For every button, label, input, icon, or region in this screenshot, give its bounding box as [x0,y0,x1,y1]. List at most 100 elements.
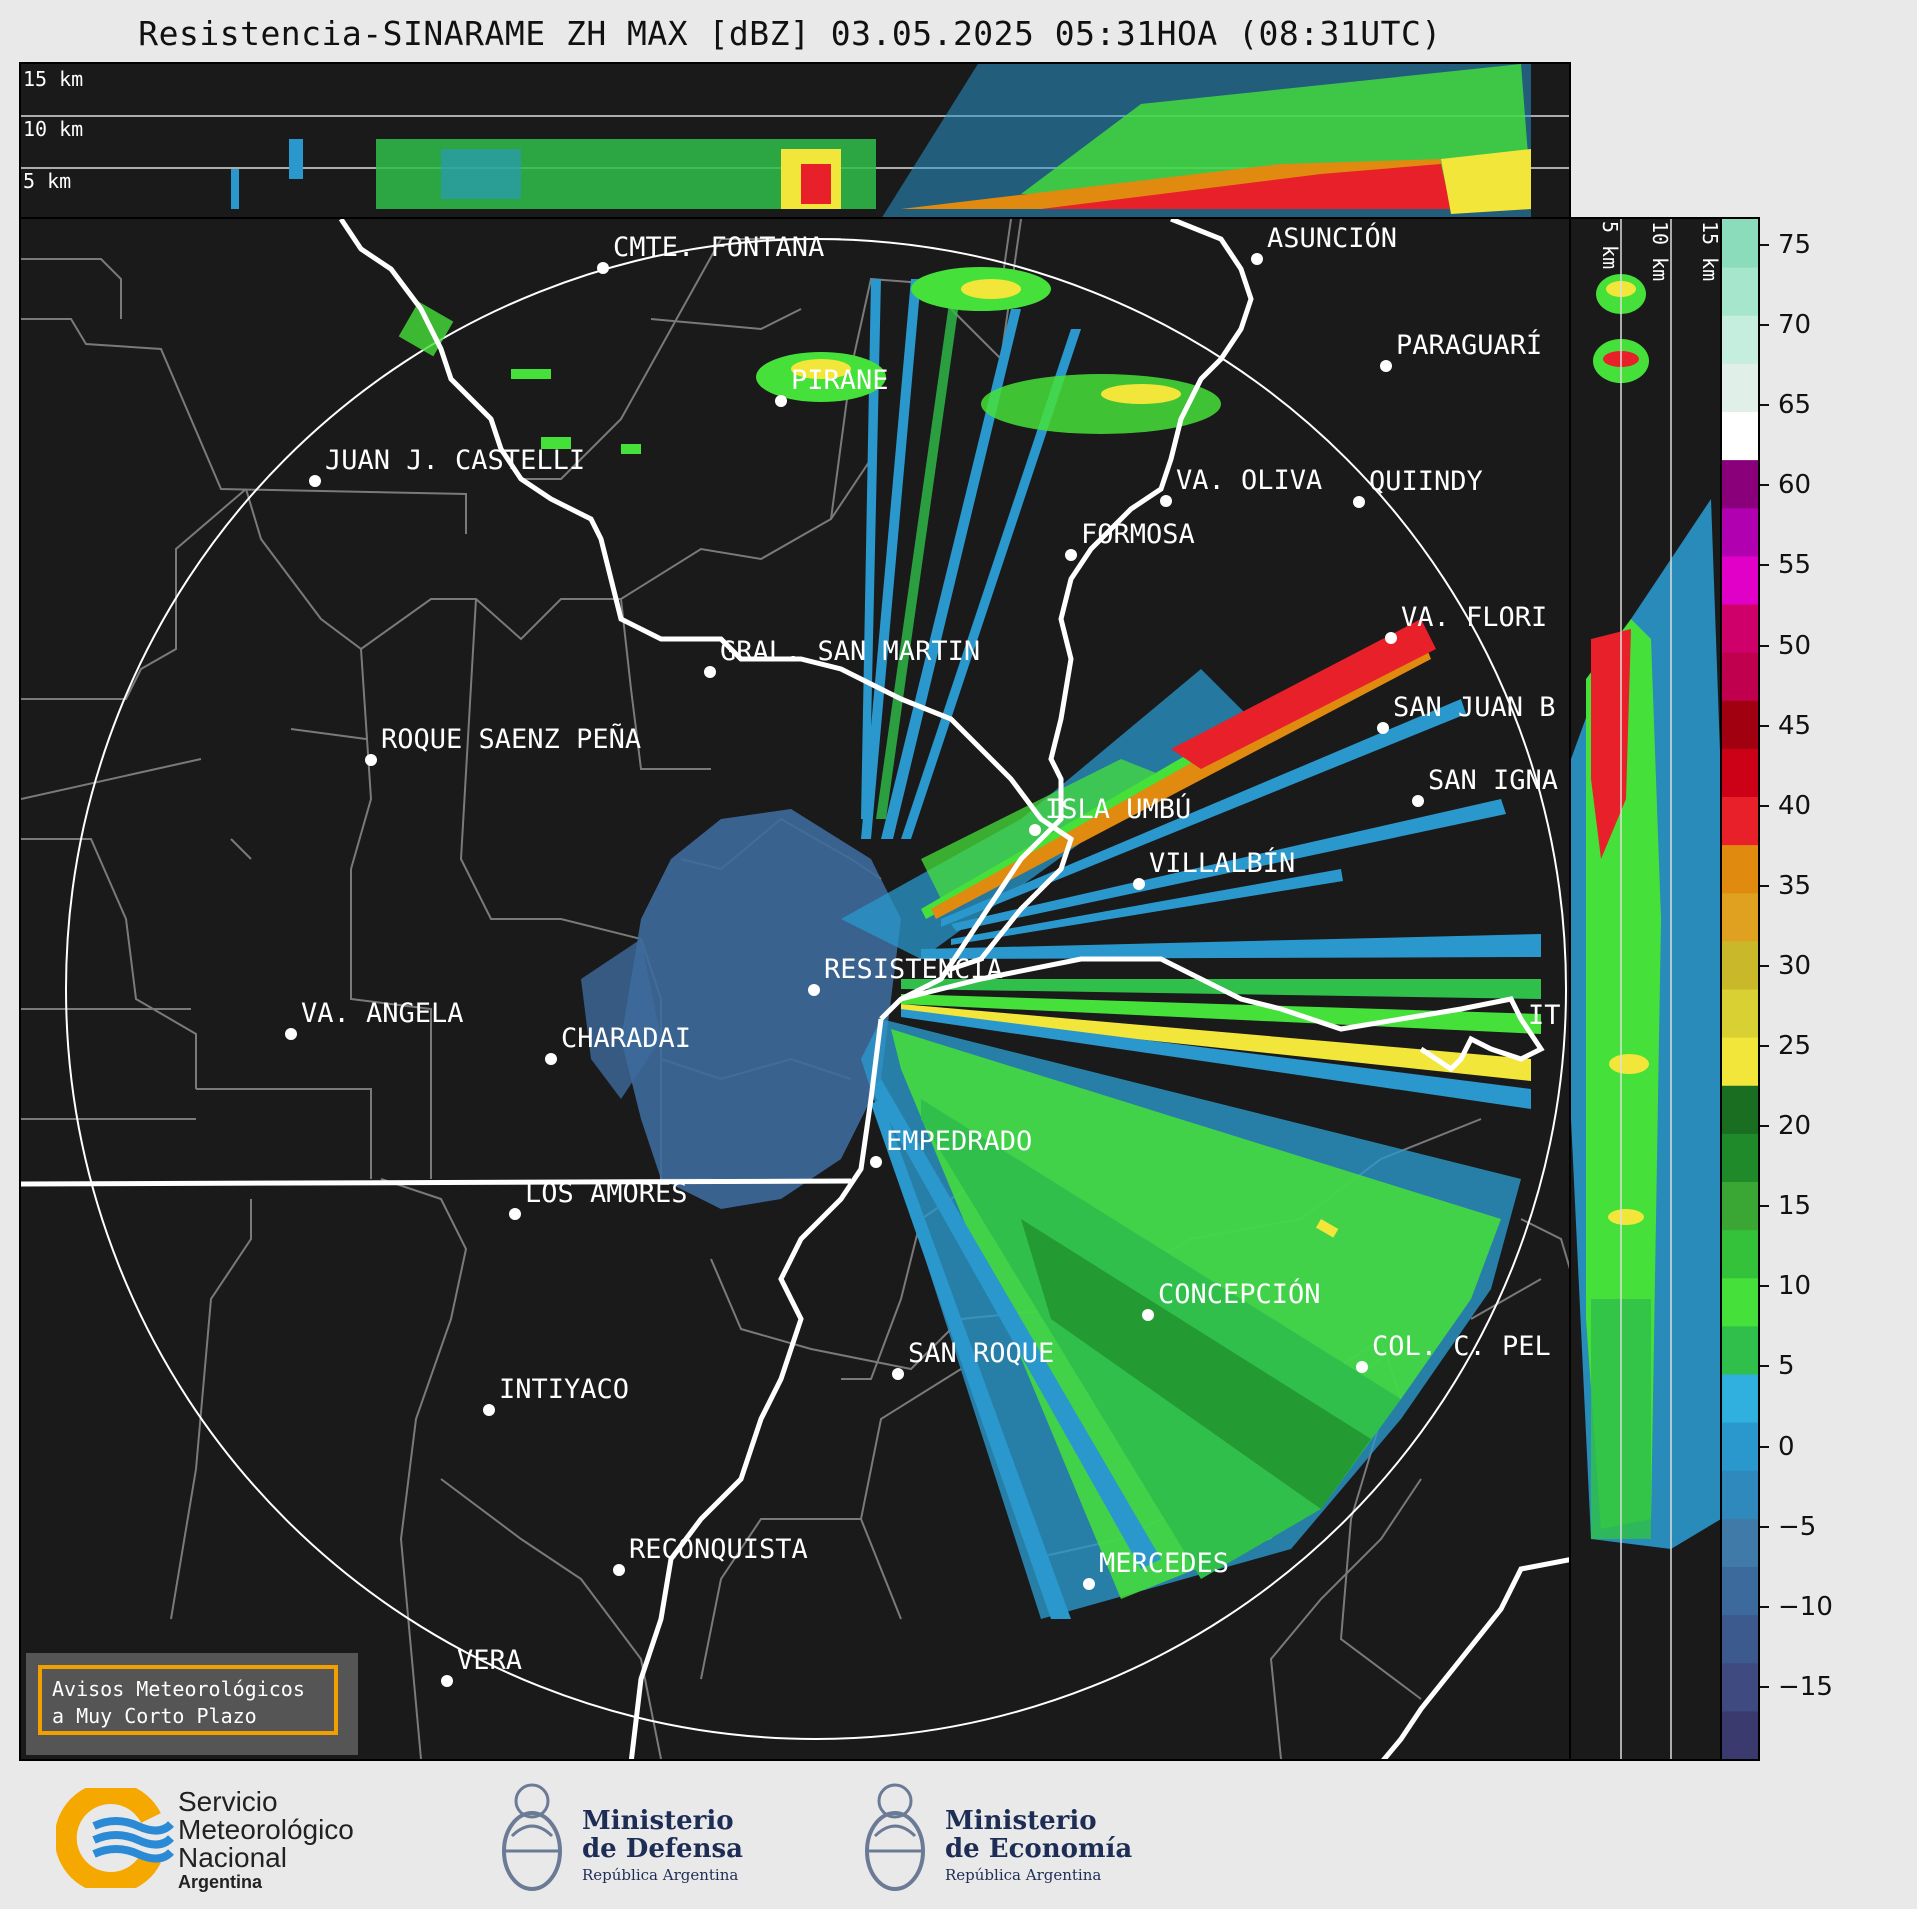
colorbar-tick-label: 30 [1778,950,1812,981]
defensa-line-1: Ministerio [582,1806,734,1836]
colorbar-tick-label: −5 [1778,1511,1817,1542]
colorbar-band [1722,363,1758,412]
city-san-roque: SAN ROQUE [908,1338,1054,1369]
colorbar-band [1722,507,1758,557]
colorbar-band [1722,1374,1758,1423]
colorbar-band [1722,1229,1758,1279]
colorbar-gradient [1722,219,1758,1759]
colorbar-band [1722,1422,1758,1471]
smn-line-2: Meteorológico [178,1814,354,1845]
city-isla-umbu: ISLA UMBÚ [1045,793,1191,825]
colorbar-band [1722,940,1758,990]
city-col-c-pel: COL. C. PEL [1372,1331,1551,1362]
city-cmte-fontana: CMTE. FONTANA [613,232,824,263]
smn-line-3: Nacional [178,1842,287,1873]
city-concepcion: CONCEPCIÓN [1158,1278,1321,1310]
colorbar-tick-label: 25 [1778,1031,1812,1061]
city-san-juan-b: SAN JUAN B [1393,692,1556,723]
rivers [21,219,1569,1759]
colorbar-band [1722,411,1758,461]
city-asuncion: ASUNCIÓN [1267,222,1397,254]
colorbar-tick-label: 5 [1778,1351,1795,1382]
city-resistencia: RESISTENCIA [824,954,1003,985]
colorbar-band [1722,1662,1758,1712]
colorbar-tick-mark [1760,724,1769,727]
colorbar-tick-mark [1760,324,1769,327]
colorbar-tick-label: 40 [1778,790,1812,821]
dbz-colorbar [1720,217,1760,1761]
notice-line-1: Avisos Meteorológicos [52,1677,305,1701]
colorbar-band [1722,700,1758,749]
city-va-oliva: VA. OLIVA [1176,465,1322,496]
side-cross-section-panel: 5 km 10 km 15 km [1569,217,1722,1761]
colorbar-tick-mark [1760,1365,1769,1368]
colorbar-tick-mark [1760,1205,1769,1208]
colorbar-tick-label: 55 [1778,550,1812,581]
side-echo-region [1571,274,1720,1549]
colorbar-tick-label: 60 [1778,470,1812,501]
side-cross-section-plot: 5 km 10 km 15 km [1571,219,1722,1759]
colorbar-tick-label: 15 [1778,1191,1812,1222]
defensa-line-3: República Argentina [582,1866,739,1884]
colorbar-band [1722,1470,1758,1519]
colorbar-band [1722,892,1758,942]
warnings-notice: Avisos Meteorológicos a Muy Corto Plazo [26,1653,358,1755]
colorbar-tick-label: 35 [1778,870,1812,901]
colorbar-tick-label: 45 [1778,710,1812,741]
city-pirane: PIRANE [791,365,889,396]
top-cross-section-panel: 15 km 10 km 5 km [19,62,1571,219]
radar-map-panel[interactable]: CMTE. FONTANA ASUNCIÓN PARAGUARÍ PIRANE … [19,217,1571,1761]
colorbar-tick-mark [1760,1445,1769,1448]
colorbar-tick-label: 50 [1778,630,1812,661]
economia-line-3: República Argentina [945,1866,1102,1884]
side-level-15km: 15 km [1698,221,1722,281]
colorbar-tick-mark [1760,644,1769,647]
city-reconquista: RECONQUISTA [629,1534,808,1565]
reflectivity-echoes [398,267,1541,1619]
colorbar-band [1722,1133,1758,1182]
colorbar-band [1722,315,1758,364]
colorbar-tick-label: 65 [1778,390,1812,421]
economia-line-2: de Economía [945,1834,1133,1864]
colorbar-band [1722,267,1758,316]
radar-map: CMTE. FONTANA ASUNCIÓN PARAGUARÍ PIRANE … [21,219,1569,1759]
colorbar-band [1722,459,1758,509]
city-los-amores: LOS AMORES [525,1178,688,1209]
city-gral-san-martin: GRAL. SAN MARTIN [720,636,980,667]
colorbar-tick-mark [1760,1285,1769,1288]
colorbar-tick-mark [1760,1125,1769,1128]
city-quiindy: QUIINDY [1369,466,1483,497]
colorbar-band [1722,1181,1758,1231]
colorbar-band [1722,219,1758,268]
colorbar-band [1722,1710,1758,1759]
colorbar-band [1722,1085,1758,1134]
colorbar-band [1722,844,1758,894]
top-level-15km: 15 km [23,67,83,91]
footer-logos: Servicio Meteorológico Nacional Argentin… [0,1770,1917,1909]
top-level-5km: 5 km [23,169,71,193]
colorbar-band [1722,555,1758,605]
colorbar-tick-mark [1760,484,1769,487]
colorbar-band [1722,1325,1758,1375]
side-level-5km: 5 km [1598,221,1622,269]
colorbar-tick-label: 10 [1778,1271,1812,1302]
city-empedrado: EMPEDRADO [886,1126,1032,1157]
city-va-flori: VA. FLORI [1401,602,1547,633]
city-paraguari: PARAGUARÍ [1396,329,1542,361]
colorbar-band [1722,604,1758,653]
smn-line-1: Servicio [178,1786,278,1817]
colorbar-tick-mark [1760,244,1769,246]
map-title: Resistencia-SINARAME ZH MAX [dBZ] 03.05.… [138,14,1442,53]
city-villalbin: VILLALBÍN [1149,847,1295,879]
colorbar-tick-mark [1760,1525,1769,1528]
colorbar-band [1722,1518,1758,1567]
city-intiyaco: INTIYACO [499,1374,629,1405]
city-san-igna: SAN IGNA [1428,765,1558,796]
radar-range-ring [65,238,1567,1740]
colorbar-tick-mark [1760,1045,1769,1047]
colorbar-band [1722,1277,1758,1327]
colorbar-tick-label: −10 [1778,1591,1833,1622]
economia-line-1: Ministerio [945,1806,1097,1836]
city-it: IT [1528,1000,1561,1031]
city-roque-saenz-pena: ROQUE SAENZ PEÑA [381,723,641,755]
